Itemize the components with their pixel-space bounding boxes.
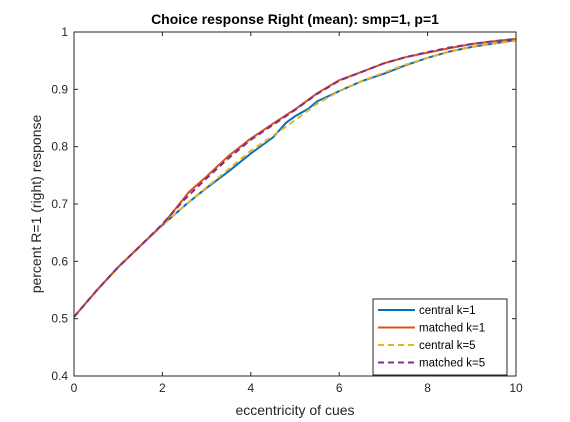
y-tick-label: 0.8 (51, 140, 68, 154)
x-tick-label: 6 (336, 381, 343, 395)
series-line-matched-k-5 (73, 37, 517, 318)
chart-title: Choice response Right (mean): smp=1, p=1 (151, 11, 439, 27)
legend-entry-label: matched k=5 (419, 358, 485, 370)
y-tick-label: 0.6 (51, 254, 68, 268)
legend-entry-label: matched k=1 (419, 323, 485, 335)
x-tick-label: 4 (247, 381, 254, 395)
series-lines (73, 37, 517, 318)
x-axis-label: eccentricity of cues (235, 402, 354, 418)
x-tick-label: 0 (71, 381, 78, 395)
y-tick-label: 0.9 (51, 82, 68, 96)
axes-box (73, 31, 517, 377)
y-axis-label: percent R=1 (right) response (28, 114, 44, 293)
x-tick-label: 2 (159, 381, 166, 395)
y-tick-label: 0.5 (51, 312, 68, 326)
x-tick-label: 8 (424, 381, 431, 395)
x-tick-label: 10 (509, 381, 523, 395)
legend: central k=1 matched k=1 central k=5 matched… (372, 298, 508, 376)
legend-entry-label: central k=5 (419, 340, 476, 352)
y-tick-label: 0.4 (51, 369, 68, 383)
legend-box (372, 298, 508, 376)
y-tick-label: 0.7 (51, 197, 68, 211)
legend-entry-label: central k=1 (419, 305, 476, 317)
y-tick-label: 1 (61, 25, 68, 39)
x-axis-ticks: 0 2 4 6 8 10 (71, 32, 523, 395)
